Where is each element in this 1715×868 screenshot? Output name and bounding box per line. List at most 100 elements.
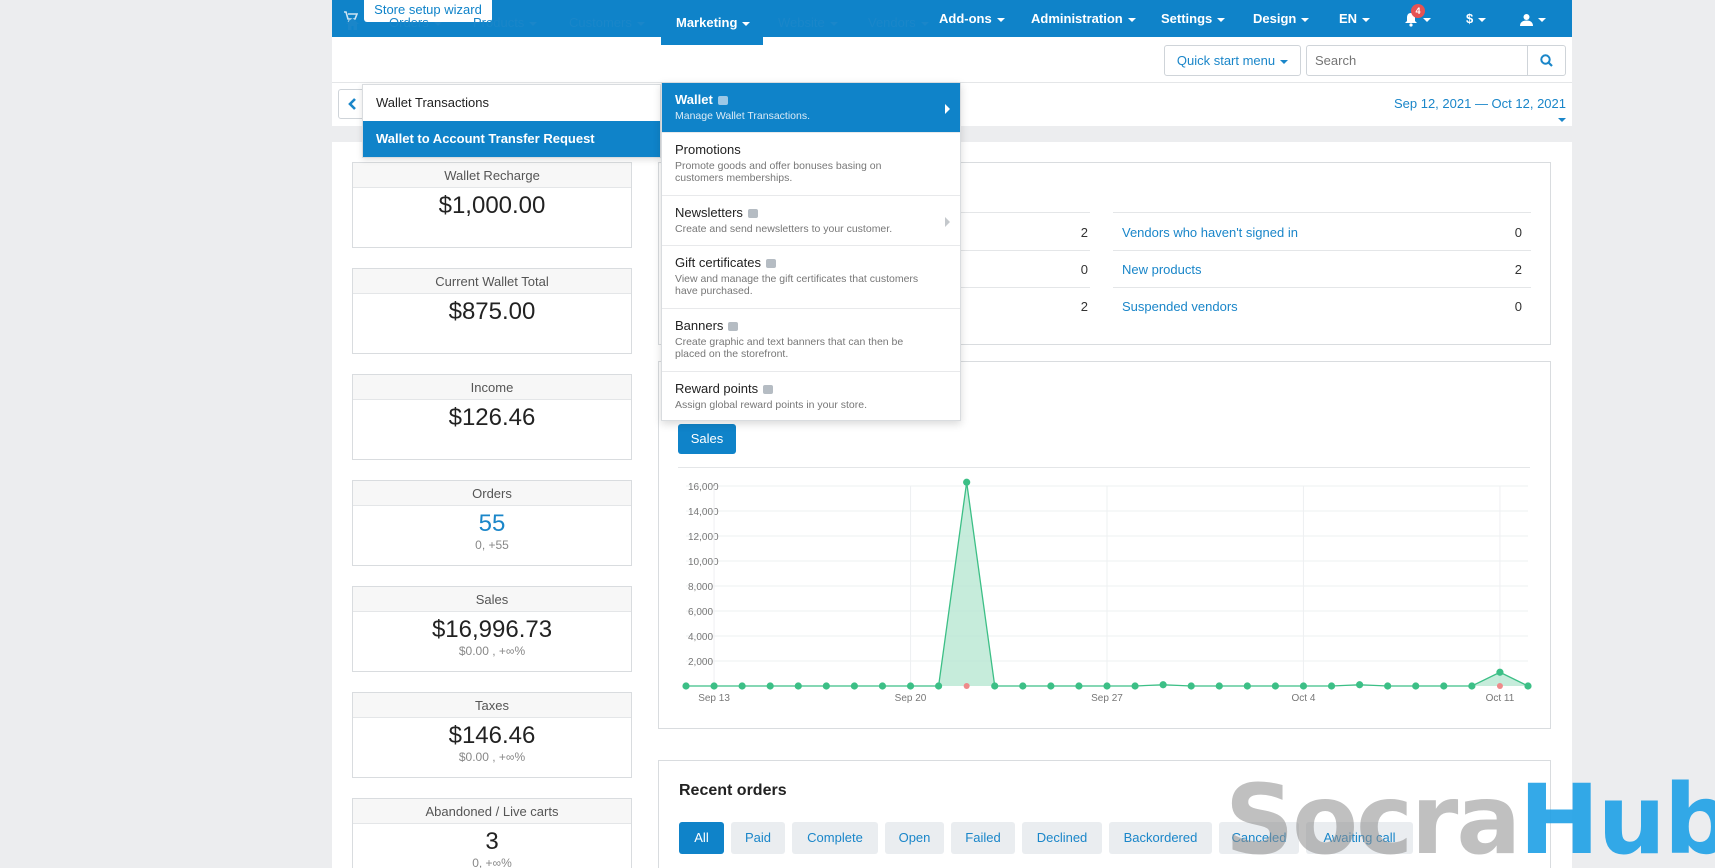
sales-data-point[interactable]: [1019, 682, 1027, 690]
search-button[interactable]: [1527, 45, 1566, 76]
menu-item-wallet[interactable]: Wallet Manage Wallet Transactions.: [662, 83, 960, 133]
x-tick-label: Oct 11: [1486, 693, 1515, 704]
administration-menu[interactable]: Administration: [1031, 0, 1136, 37]
settings-menu[interactable]: Settings: [1161, 0, 1226, 37]
vendor-stat-value: 0: [1080, 262, 1088, 277]
menu-item-gift-certificates[interactable]: Gift certificates View and manage the gi…: [662, 246, 960, 309]
new-products-link[interactable]: New products: [1122, 262, 1202, 277]
wallet-transfer-request-item[interactable]: Wallet to Account Transfer Request: [363, 121, 660, 157]
user-menu[interactable]: [1520, 0, 1546, 37]
chevron-down-icon: [1362, 17, 1371, 22]
nav-vendors[interactable]: Vendors: [868, 0, 929, 45]
menu-item-title: Promotions: [675, 142, 741, 157]
chevron-down-icon: [742, 21, 751, 26]
sales-data-point[interactable]: [1384, 682, 1392, 690]
filter-open[interactable]: Open: [885, 822, 944, 854]
stat-sub: 0, +55: [475, 538, 509, 552]
stat-sub: $0.00 , +∞%: [458, 644, 526, 658]
vendor-stat-value: 2: [1080, 225, 1088, 240]
filter-backordered[interactable]: Backordered: [1109, 822, 1212, 854]
sales-data-point[interactable]: [1215, 682, 1223, 690]
nav-marketing[interactable]: Marketing: [661, 0, 763, 45]
search-input[interactable]: [1306, 45, 1528, 76]
filter-paid[interactable]: Paid: [731, 822, 785, 854]
nav-customers[interactable]: Customers: [569, 0, 645, 45]
date-range-picker[interactable]: Sep 12, 2021 — Oct 12, 2021: [1386, 96, 1566, 126]
sales-data-point[interactable]: [682, 682, 690, 690]
sales-data-point[interactable]: [710, 682, 718, 690]
menu-item-title: Wallet: [675, 92, 713, 107]
sales-data-point[interactable]: [1075, 682, 1083, 690]
previous-period-data-point[interactable]: [1496, 683, 1503, 689]
previous-period-data-point[interactable]: [963, 683, 970, 689]
nav-products[interactable]: Products: [473, 0, 538, 45]
filter-all[interactable]: All: [679, 822, 724, 854]
sales-data-point[interactable]: [1496, 668, 1504, 676]
chevron-down-icon: [920, 21, 929, 26]
language-menu[interactable]: EN: [1339, 0, 1371, 37]
filter-canceled[interactable]: Canceled: [1219, 822, 1299, 854]
stat-card-wallet-recharge: Wallet Recharge $1,000.00: [352, 162, 632, 248]
nav-website[interactable]: Website: [778, 0, 838, 45]
sales-tab[interactable]: Sales: [678, 424, 736, 454]
sales-data-point[interactable]: [822, 682, 830, 690]
y-tick-label: 4,000: [688, 632, 713, 643]
vendors-not-signed-in-link[interactable]: Vendors who haven't signed in: [1122, 225, 1298, 240]
wallet-transactions-item[interactable]: Wallet Transactions: [376, 95, 489, 110]
chevron-down-icon: [829, 21, 838, 26]
menu-item-banners[interactable]: Banners Create graphic and text banners …: [662, 309, 960, 372]
sales-data-point[interactable]: [1468, 682, 1476, 690]
quick-start-menu-button[interactable]: Quick start menu: [1164, 45, 1301, 76]
sales-data-point[interactable]: [738, 682, 746, 690]
store-setup-wizard-button[interactable]: Store setup wizard: [364, 0, 492, 22]
sales-data-point[interactable]: [991, 682, 999, 690]
suspended-vendors-link[interactable]: Suspended vendors: [1122, 299, 1238, 314]
stat-value-link[interactable]: 55: [478, 510, 506, 537]
chevron-down-icon: [1478, 17, 1487, 22]
settings-label: Settings: [1161, 11, 1213, 26]
nav-orders[interactable]: Orders: [389, 0, 442, 45]
vendor-stat-value: 0: [1514, 225, 1522, 240]
stat-sub: $0.00 , +∞%: [458, 750, 526, 764]
sales-data-point[interactable]: [1524, 682, 1532, 690]
sales-data-point[interactable]: [1299, 682, 1308, 690]
menu-item-promotions[interactable]: Promotions Promote goods and offer bonus…: [662, 133, 960, 196]
sales-data-point[interactable]: [1159, 681, 1167, 689]
currency-menu[interactable]: $: [1466, 0, 1487, 37]
sales-data-point[interactable]: [1412, 682, 1420, 690]
sales-data-point[interactable]: [906, 682, 915, 690]
sales-data-point[interactable]: [1047, 682, 1055, 690]
sales-data-point[interactable]: [850, 682, 858, 690]
administration-label: Administration: [1031, 11, 1123, 26]
chevron-down-icon: [1423, 17, 1431, 22]
recent-orders-title: Recent orders: [679, 782, 787, 799]
sales-data-point[interactable]: [1440, 682, 1448, 690]
sales-data-point[interactable]: [1187, 682, 1195, 690]
watermark-part2: Hub: [1519, 764, 1715, 868]
sales-data-point[interactable]: [1243, 682, 1251, 690]
stat-sub: 0, +∞%: [472, 856, 512, 868]
filter-complete[interactable]: Complete: [792, 822, 878, 854]
sales-data-point[interactable]: [878, 682, 887, 690]
sales-data-point[interactable]: [1103, 682, 1111, 690]
sales-data-point[interactable]: [794, 682, 802, 690]
addons-menu[interactable]: Add-ons: [939, 0, 1005, 37]
notifications-badge: 4: [1411, 4, 1425, 18]
sales-data-point[interactable]: [935, 682, 943, 690]
sales-data-point[interactable]: [963, 478, 971, 486]
chevron-right-icon: [945, 104, 950, 114]
design-menu[interactable]: Design: [1253, 0, 1310, 37]
sales-data-point[interactable]: [1131, 682, 1139, 690]
filter-awaiting-call[interactable]: Awaiting call: [1306, 822, 1413, 854]
vendor-stat-value: 0: [1514, 299, 1522, 314]
sales-data-point[interactable]: [1271, 682, 1279, 690]
menu-item-reward-points[interactable]: Reward points Assign global reward point…: [662, 372, 960, 420]
sales-data-point[interactable]: [1356, 681, 1364, 689]
filter-declined[interactable]: Declined: [1022, 822, 1102, 854]
filter-failed[interactable]: Failed: [951, 822, 1015, 854]
sales-data-point[interactable]: [766, 682, 774, 690]
addon-puzzle-icon: [728, 322, 739, 332]
home-button[interactable]: [346, 0, 360, 45]
menu-item-newsletters[interactable]: Newsletters Create and send newsletters …: [662, 196, 960, 246]
sales-data-point[interactable]: [1327, 682, 1336, 690]
